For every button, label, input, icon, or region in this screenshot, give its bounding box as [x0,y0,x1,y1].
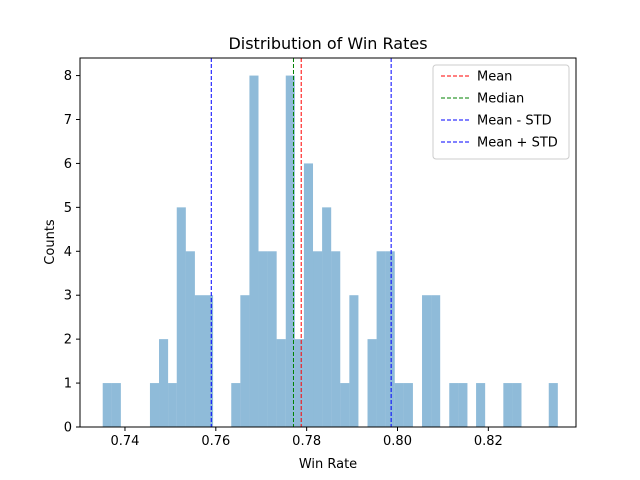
histogram-bar [276,339,286,427]
y-tick-label: 6 [64,157,72,172]
histogram-bar [548,383,558,427]
y-tick-label: 0 [64,421,72,436]
histogram-bar [204,295,214,427]
histogram-bar [185,251,195,427]
x-tick-label: 0.74 [110,434,139,449]
histogram-bar [431,295,441,427]
histogram-bar [331,251,341,427]
histogram-bar [258,251,268,427]
histogram-bar [322,207,332,427]
histogram-bar [294,339,304,427]
x-tick-label: 0.80 [383,434,412,449]
y-tick-label: 5 [64,201,72,216]
histogram-bar [249,75,259,427]
histogram-bar [385,251,395,427]
histogram-bar [159,339,169,427]
histogram-bar [367,339,377,427]
histogram-bar [111,383,121,427]
y-tick-label: 1 [64,377,72,392]
y-tick-label: 7 [64,113,72,128]
histogram-bar [376,251,386,427]
x-tick-label: 0.76 [201,434,230,449]
histogram-bar [176,207,186,427]
y-tick-label: 4 [64,245,72,260]
legend-label: Mean + STD [477,136,558,151]
legend-box [432,64,570,160]
y-axis-label: Counts [43,219,58,265]
histogram-bar [231,383,241,427]
reference-lines-layer [210,58,392,427]
histogram-bar [194,295,204,427]
histogram-bar [512,383,522,427]
histogram-bar [458,383,468,427]
histogram-bar [267,251,277,427]
histogram-bar [503,383,513,427]
legend-label: Mean - STD [477,114,552,129]
y-tick-label: 2 [64,333,72,348]
histogram-bar [349,295,359,427]
histogram-bar [303,163,314,427]
histogram-bar [394,383,404,427]
bars-layer [102,75,558,427]
y-axis: 0 1 2 3 4 5 6 7 8 [64,69,80,436]
chart-title: Distribution of Win Rates [228,34,427,53]
histogram-bar [240,295,250,427]
histogram-bar [476,383,486,427]
legend-label: Mean [477,70,512,85]
histogram-bar [149,383,160,427]
histogram-bar [285,75,295,427]
x-tick-label: 0.82 [474,434,503,449]
histogram-bar [422,295,432,427]
x-axis-label: Win Rate [299,457,357,472]
histogram-bar [449,383,459,427]
y-tick-label: 3 [64,289,72,304]
histogram-bar [313,251,323,427]
histogram-bar [403,383,413,427]
legend: Mean Median Mean - STD Mean + STD [432,64,570,160]
histogram-bar [102,383,112,427]
x-tick-label: 0.78 [292,434,321,449]
legend-label: Median [477,92,524,107]
x-axis: 0.74 0.76 0.78 0.80 0.82 [110,427,503,449]
plot-frame [79,57,577,428]
y-tick-label: 8 [64,69,72,84]
histogram-bar [340,383,350,427]
histogram-bar [168,383,177,427]
